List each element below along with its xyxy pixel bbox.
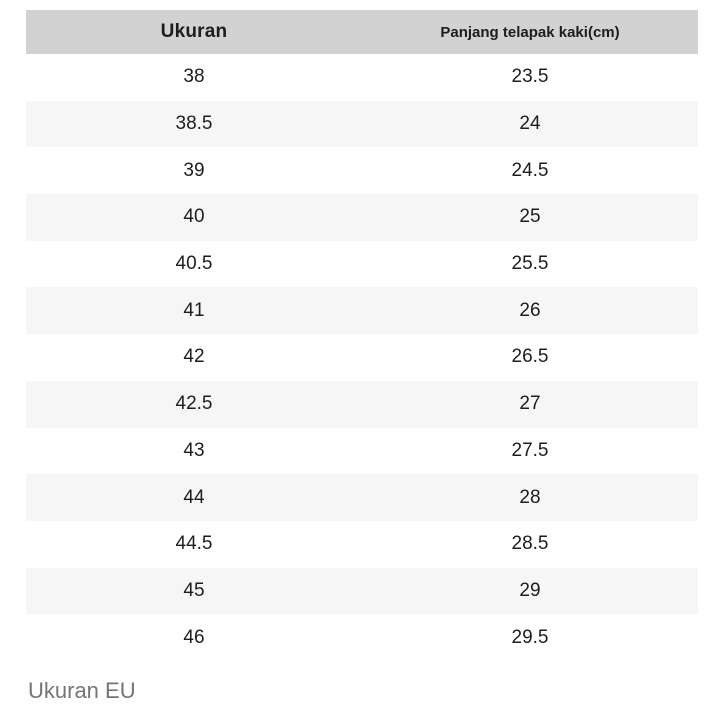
cell-ukuran: 45: [183, 579, 205, 601]
size-table-row: 38 23.5: [26, 54, 698, 101]
cell-panjang-cm: 25.5: [511, 253, 549, 275]
cell-ukuran: 41: [183, 299, 205, 321]
size-table-row: 38.5 24: [26, 100, 698, 148]
cell-panjang-cm: 24.5: [511, 159, 549, 181]
cell-ukuran: 43: [183, 439, 205, 461]
cell-panjang-cm: 24: [519, 113, 541, 135]
size-table-row: 42 26.5: [26, 334, 698, 381]
cell-ukuran: 42: [183, 346, 205, 368]
cell-panjang-cm: 26: [519, 299, 541, 321]
cell-ukuran: 44.5: [175, 533, 213, 555]
size-table-body: 38 23.5 38.5 24 39 24.5 40 25 40.5 25.5 41 26 42 26.5…: [26, 54, 698, 661]
header-cell-ukuran: Ukuran: [160, 21, 228, 42]
size-table-row: 39 24.5: [26, 147, 698, 195]
cell-ukuran: 38.5: [175, 113, 213, 135]
cell-panjang-cm: 29: [519, 579, 541, 601]
size-table-row: 43 27.5: [26, 427, 698, 475]
cell-panjang-cm: 27: [519, 393, 541, 415]
size-table-row: 40.5 25.5: [26, 240, 698, 288]
cell-panjang-cm: 25: [519, 206, 541, 228]
size-unit-label: Ukuran EU: [28, 678, 136, 703]
cell-ukuran: 40: [183, 206, 205, 228]
cell-panjang-cm: 29.5: [511, 626, 549, 648]
cell-ukuran: 38: [183, 66, 205, 88]
cell-panjang-cm: 26.5: [511, 346, 549, 368]
size-table-row: 42.5 27: [26, 380, 698, 428]
size-table-header-row: Ukuran Panjang telapak kaki(cm): [26, 10, 698, 54]
cell-ukuran: 42.5: [175, 393, 213, 415]
size-table-row: 44 28: [26, 474, 698, 521]
cell-ukuran: 40.5: [175, 253, 213, 275]
size-chart-table: Ukuran Panjang telapak kaki(cm) 38 23.5 38…: [26, 10, 698, 661]
cell-panjang-cm: 28.5: [511, 533, 549, 555]
size-table-row: 40 25: [26, 194, 698, 241]
size-table-row: 46 29.5: [26, 614, 698, 661]
cell-panjang-cm: 28: [519, 486, 541, 508]
header-cell-panjang-telapak-kaki: Panjang telapak kaki(cm): [440, 23, 620, 41]
size-table-row: 41 26: [26, 287, 698, 335]
size-table-row: 45 29: [26, 567, 698, 615]
cell-panjang-cm: 23.5: [511, 66, 549, 88]
size-table-row: 44.5 28.5: [26, 520, 698, 568]
cell-ukuran: 39: [183, 159, 205, 181]
cell-ukuran: 44: [183, 486, 205, 508]
cell-ukuran: 46: [183, 626, 205, 648]
cell-panjang-cm: 27.5: [511, 439, 549, 461]
